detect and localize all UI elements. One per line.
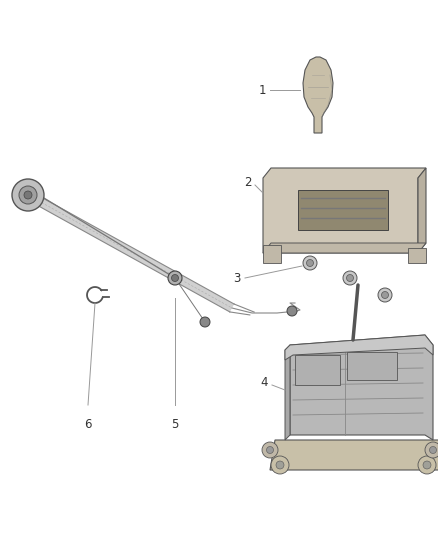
Polygon shape xyxy=(26,191,234,312)
Circle shape xyxy=(271,456,289,474)
Bar xyxy=(295,355,340,385)
Circle shape xyxy=(287,306,297,316)
Circle shape xyxy=(172,274,179,281)
Polygon shape xyxy=(418,168,426,253)
Bar xyxy=(347,352,397,380)
Circle shape xyxy=(418,456,436,474)
Circle shape xyxy=(346,274,353,281)
Text: 5: 5 xyxy=(171,418,179,432)
Circle shape xyxy=(425,442,438,458)
Circle shape xyxy=(12,179,44,211)
Circle shape xyxy=(423,461,431,469)
Bar xyxy=(298,190,388,230)
Polygon shape xyxy=(290,335,433,440)
Polygon shape xyxy=(263,243,426,253)
Circle shape xyxy=(381,292,389,298)
Polygon shape xyxy=(303,57,333,133)
Circle shape xyxy=(343,271,357,285)
Circle shape xyxy=(168,271,182,285)
Polygon shape xyxy=(263,168,426,253)
Circle shape xyxy=(276,461,284,469)
Text: 3: 3 xyxy=(233,271,241,285)
Circle shape xyxy=(19,186,37,204)
Circle shape xyxy=(430,447,437,454)
Circle shape xyxy=(262,442,278,458)
Polygon shape xyxy=(285,345,290,440)
Bar xyxy=(263,245,281,263)
Circle shape xyxy=(303,256,317,270)
Text: 2: 2 xyxy=(244,176,252,190)
Circle shape xyxy=(378,288,392,302)
Polygon shape xyxy=(270,440,438,470)
Text: 6: 6 xyxy=(84,418,92,432)
Polygon shape xyxy=(285,335,433,360)
Text: 4: 4 xyxy=(260,376,268,390)
Circle shape xyxy=(307,260,314,266)
Bar xyxy=(408,248,426,263)
Circle shape xyxy=(266,447,273,454)
Text: 1: 1 xyxy=(258,84,266,96)
Circle shape xyxy=(24,191,32,199)
Circle shape xyxy=(200,317,210,327)
